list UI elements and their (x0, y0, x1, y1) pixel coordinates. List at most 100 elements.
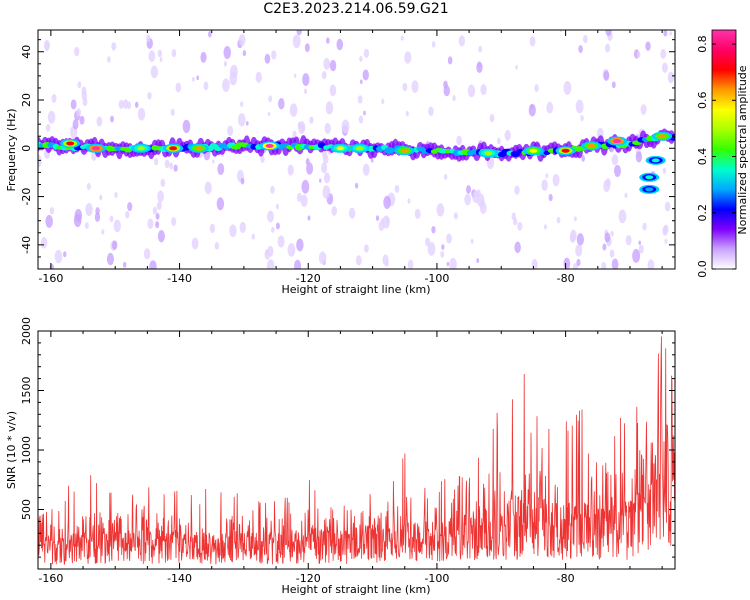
background-speckle (472, 191, 480, 204)
background-speckle (647, 259, 655, 269)
background-speckle (149, 260, 157, 269)
hotspot-core-16 (645, 175, 654, 180)
background-speckle (504, 129, 511, 141)
background-speckle (363, 244, 369, 253)
background-speckle (407, 259, 414, 269)
background-speckle (79, 115, 85, 125)
background-speckle (150, 65, 159, 79)
background-speckle (251, 233, 255, 240)
background-speckle (515, 65, 518, 70)
spectrogram-panel: -160 -140 -120 -100 -80 -40 -20 0 20 40 Height o… (5, 29, 676, 296)
background-speckle (293, 73, 297, 78)
spectrogram-frame (37, 29, 676, 270)
background-speckle (278, 98, 285, 110)
background-speckle (96, 116, 103, 127)
background-speckle (431, 41, 436, 48)
background-speckle (638, 240, 642, 246)
background-speckle (449, 257, 457, 269)
hotspot-core-9 (484, 151, 493, 156)
background-speckle (326, 37, 330, 44)
background-speckle (51, 94, 57, 103)
background-speckle (381, 98, 385, 105)
background-speckle (427, 242, 436, 256)
background-speckle (175, 82, 182, 93)
background-speckle (294, 259, 302, 269)
background-speckle (238, 33, 246, 46)
hotspot-core-1 (91, 146, 100, 151)
background-speckle (275, 222, 280, 230)
hotspot-core-13 (613, 139, 622, 144)
background-speckle (72, 119, 79, 130)
background-speckle (357, 95, 363, 104)
background-speckle (411, 80, 419, 93)
background-speckle (171, 49, 177, 58)
background-speckle (476, 61, 483, 73)
background-speckle (552, 173, 560, 187)
background-speckle (76, 108, 82, 117)
background-speckle (436, 203, 445, 217)
background-speckle (603, 179, 611, 193)
background-speckle (447, 56, 453, 65)
background-speckle (296, 238, 304, 252)
background-speckle (267, 210, 274, 223)
background-speckle (428, 106, 434, 116)
background-speckle (146, 34, 151, 43)
background-speckle (636, 51, 641, 58)
chart-title: C2E3.2023.214.06.59.G21 (263, 1, 449, 17)
background-speckle (324, 122, 331, 135)
background-speckle (362, 69, 369, 81)
background-speckle (109, 215, 114, 223)
x-tick-label: -120 (296, 272, 321, 285)
background-speckle (223, 61, 228, 67)
background-speckle (443, 80, 448, 89)
background-speckle (307, 215, 311, 221)
background-speckle (147, 218, 154, 229)
background-speckle (664, 201, 671, 212)
background-speckle (304, 43, 310, 53)
background-speckle (663, 30, 668, 37)
background-speckle (563, 257, 571, 269)
background-speckle (358, 115, 364, 124)
background-speckle (480, 84, 487, 96)
background-speckle (414, 208, 421, 219)
background-speckle (125, 210, 130, 219)
background-speckle (322, 185, 331, 199)
background-speckle (611, 258, 619, 269)
background-speckle (77, 81, 82, 89)
y-tick-label: -40 (20, 236, 33, 254)
background-speckle (645, 41, 651, 51)
background-speckle (191, 76, 195, 82)
background-speckle (321, 70, 327, 80)
colorbar: 0.0 0.2 0.4 0.6 0.8 Normalized spectral ampl… (696, 29, 749, 278)
background-speckle (309, 116, 314, 124)
background-speckle (375, 215, 380, 221)
hotspot-core-6 (336, 146, 345, 151)
background-speckle (155, 221, 160, 229)
background-speckle (148, 50, 156, 62)
background-speckle (200, 51, 207, 63)
x-tick-label: -80 (557, 572, 575, 585)
x-tick-label: -100 (424, 272, 449, 285)
background-speckle (63, 251, 67, 258)
background-speckle (275, 203, 280, 210)
hotspot-core-0 (66, 141, 75, 146)
background-speckle (458, 35, 466, 47)
background-speckle (618, 209, 627, 224)
background-speckle (642, 222, 647, 231)
background-speckle (354, 182, 359, 189)
background-speckle (548, 193, 553, 202)
background-speckle (601, 261, 607, 269)
background-speckle (669, 31, 673, 36)
colorbar-tick-label: 0.0 (696, 260, 709, 278)
colorbar-tick-label: 0.8 (696, 35, 709, 53)
background-speckle (127, 202, 133, 212)
background-speckle (111, 42, 117, 51)
background-speckle (517, 221, 523, 231)
background-speckle (171, 217, 177, 226)
background-speckle (118, 99, 124, 109)
background-speckle (86, 182, 91, 191)
colorbar-tick-label: 0.4 (696, 148, 709, 166)
background-speckle (329, 59, 337, 72)
background-speckle (81, 86, 87, 95)
